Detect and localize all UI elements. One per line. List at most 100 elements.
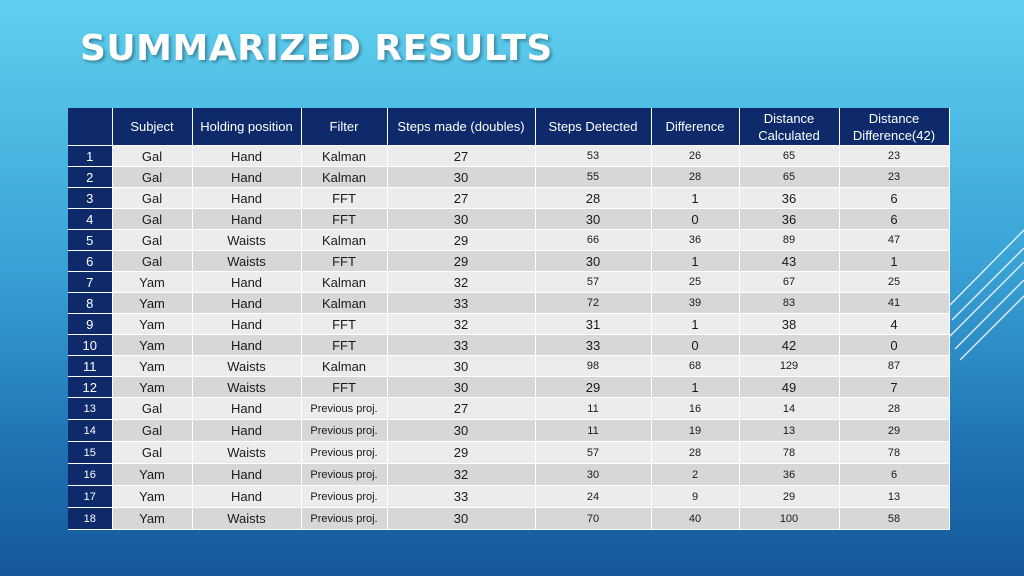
cell-difference: 19	[651, 419, 740, 442]
table-row: 13 Gal Hand Previous proj. 27 11 16 14 28	[68, 397, 950, 420]
cell-index: 3	[68, 187, 113, 209]
cell-steps-detected: 30	[535, 463, 652, 486]
cell-distance-calculated: 67	[739, 271, 840, 293]
table-row: 16 Yam Hand Previous proj. 32 30 2 36 6	[68, 463, 950, 486]
cell-steps-detected: 29	[535, 376, 652, 398]
header-difference: Difference	[651, 108, 740, 146]
header-distance-calculated: Distance Calculated	[739, 108, 840, 146]
cell-filter: FFT	[301, 250, 388, 272]
cell-filter: Kalman	[301, 292, 388, 314]
cell-holding-position: Hand	[192, 463, 302, 486]
cell-holding-position: Hand	[192, 334, 302, 356]
cell-distance-calculated: 36	[739, 463, 840, 486]
cell-holding-position: Waists	[192, 441, 302, 464]
table-row: 2 Gal Hand Kalman 30 55 28 65 23	[68, 166, 950, 188]
cell-index: 4	[68, 208, 113, 230]
cell-difference: 1	[651, 313, 740, 335]
table-row: 12 Yam Waists FFT 30 29 1 49 7	[68, 376, 950, 398]
cell-index: 9	[68, 313, 113, 335]
cell-difference: 68	[651, 355, 740, 377]
cell-filter: Kalman	[301, 166, 388, 188]
table-row: 11 Yam Waists Kalman 30 98 68 129 87	[68, 355, 950, 377]
cell-filter: Previous proj.	[301, 485, 388, 508]
cell-steps-made: 27	[387, 187, 536, 209]
cell-distance-difference: 6	[839, 463, 950, 486]
cell-steps-made: 33	[387, 485, 536, 508]
cell-steps-detected: 72	[535, 292, 652, 314]
cell-distance-calculated: 14	[739, 397, 840, 420]
cell-index: 5	[68, 229, 113, 251]
cell-holding-position: Hand	[192, 485, 302, 508]
cell-difference: 25	[651, 271, 740, 293]
cell-steps-made: 30	[387, 419, 536, 442]
cell-filter: FFT	[301, 313, 388, 335]
cell-holding-position: Hand	[192, 208, 302, 230]
cell-subject: Yam	[112, 355, 193, 377]
table-row: 9 Yam Hand FFT 32 31 1 38 4	[68, 313, 950, 335]
cell-subject: Gal	[112, 208, 193, 230]
cell-steps-detected: 30	[535, 250, 652, 272]
cell-index: 6	[68, 250, 113, 272]
cell-index: 1	[68, 145, 113, 167]
cell-subject: Yam	[112, 376, 193, 398]
header-steps-detected: Steps Detected	[535, 108, 652, 146]
cell-steps-made: 30	[387, 166, 536, 188]
cell-index: 17	[68, 485, 113, 508]
cell-holding-position: Hand	[192, 292, 302, 314]
cell-steps-made: 29	[387, 250, 536, 272]
cell-distance-calculated: 83	[739, 292, 840, 314]
table-row: 4 Gal Hand FFT 30 30 0 36 6	[68, 208, 950, 230]
header-filter: Filter	[301, 108, 388, 146]
cell-filter: FFT	[301, 376, 388, 398]
cell-subject: Yam	[112, 463, 193, 486]
cell-difference: 0	[651, 334, 740, 356]
cell-distance-calculated: 13	[739, 419, 840, 442]
cell-holding-position: Hand	[192, 271, 302, 293]
cell-difference: 2	[651, 463, 740, 486]
cell-filter: Previous proj.	[301, 507, 388, 530]
cell-steps-detected: 33	[535, 334, 652, 356]
cell-steps-detected: 66	[535, 229, 652, 251]
cell-index: 18	[68, 507, 113, 530]
cell-distance-difference: 0	[839, 334, 950, 356]
cell-index: 13	[68, 397, 113, 420]
cell-distance-calculated: 49	[739, 376, 840, 398]
cell-steps-detected: 31	[535, 313, 652, 335]
cell-steps-made: 27	[387, 145, 536, 167]
cell-difference: 39	[651, 292, 740, 314]
cell-steps-detected: 57	[535, 441, 652, 464]
cell-steps-detected: 57	[535, 271, 652, 293]
cell-steps-detected: 11	[535, 397, 652, 420]
cell-holding-position: Hand	[192, 397, 302, 420]
table-row: 15 Gal Waists Previous proj. 29 57 28 78 78	[68, 441, 950, 464]
table-row: 10 Yam Hand FFT 33 33 0 42 0	[68, 334, 950, 356]
cell-distance-calculated: 36	[739, 208, 840, 230]
cell-distance-difference: 6	[839, 187, 950, 209]
cell-filter: Kalman	[301, 229, 388, 251]
cell-distance-calculated: 65	[739, 145, 840, 167]
cell-steps-detected: 28	[535, 187, 652, 209]
cell-steps-made: 33	[387, 334, 536, 356]
cell-distance-calculated: 29	[739, 485, 840, 508]
cell-distance-difference: 23	[839, 145, 950, 167]
cell-filter: Kalman	[301, 271, 388, 293]
header-distance-difference: Distance Difference(42)	[839, 108, 950, 146]
cell-steps-made: 29	[387, 441, 536, 464]
cell-steps-made: 27	[387, 397, 536, 420]
cell-index: 14	[68, 419, 113, 442]
cell-difference: 28	[651, 441, 740, 464]
table-row: 17 Yam Hand Previous proj. 33 24 9 29 13	[68, 485, 950, 508]
table-row: 3 Gal Hand FFT 27 28 1 36 6	[68, 187, 950, 209]
cell-subject: Yam	[112, 507, 193, 530]
cell-distance-calculated: 43	[739, 250, 840, 272]
results-table: Subject Holding position Filter Steps made …	[68, 108, 950, 530]
cell-filter: Previous proj.	[301, 419, 388, 442]
cell-difference: 1	[651, 187, 740, 209]
table-row: 1 Gal Hand Kalman 27 53 26 65 23	[68, 145, 950, 167]
cell-distance-difference: 78	[839, 441, 950, 464]
cell-steps-detected: 11	[535, 419, 652, 442]
cell-distance-difference: 25	[839, 271, 950, 293]
cell-difference: 0	[651, 208, 740, 230]
cell-distance-calculated: 129	[739, 355, 840, 377]
cell-distance-difference: 1	[839, 250, 950, 272]
